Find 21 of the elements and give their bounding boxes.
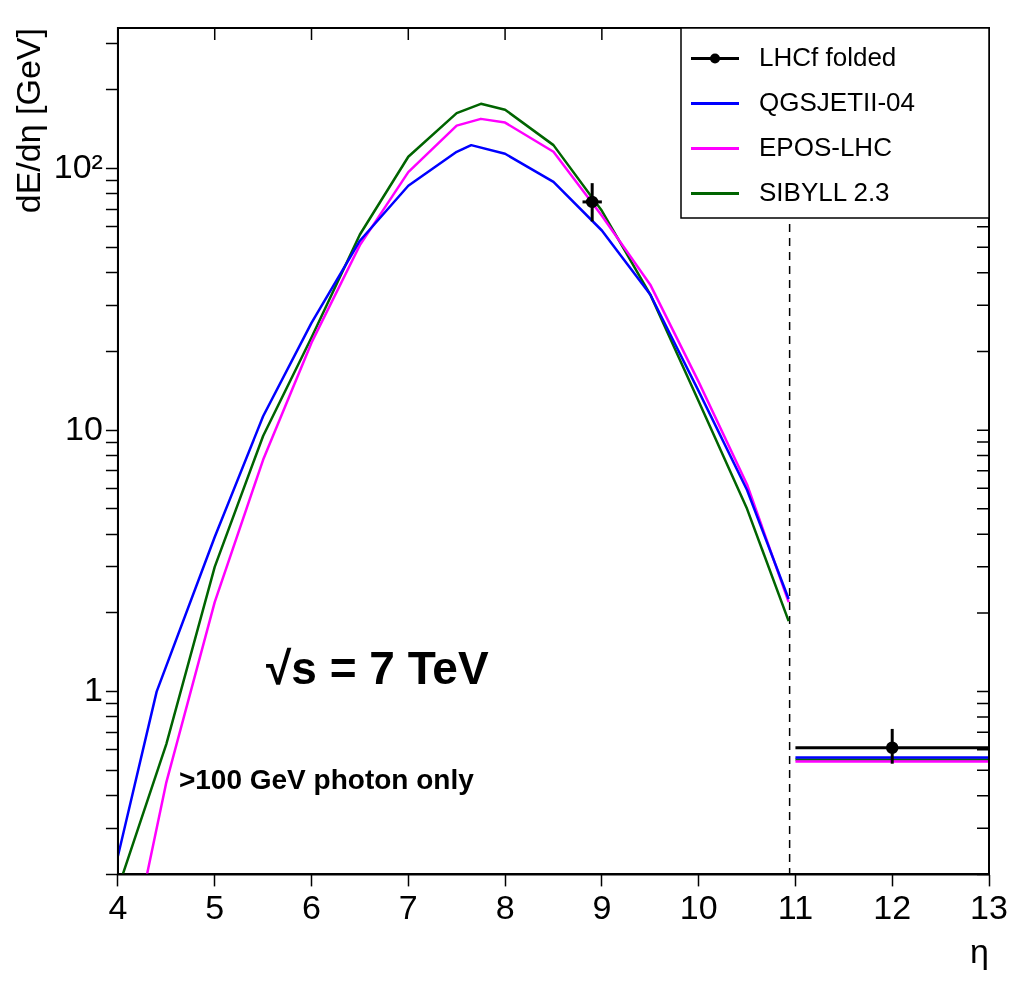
y-axis-title: dE/dη [GeV] — [8, 28, 47, 214]
legend-label: LHCf folded — [759, 41, 897, 72]
legend-label: QGSJETII-04 — [759, 86, 916, 117]
y-tick-label: 10² — [53, 147, 103, 186]
x-tick-label: 8 — [495, 888, 515, 927]
legend-label: EPOS-LHC — [759, 131, 892, 162]
x-tick-label: 5 — [205, 888, 225, 927]
x-tick-label: 13 — [970, 888, 1008, 927]
annotation: √s = 7 TeV — [266, 641, 489, 694]
y-tick-label: 10 — [65, 408, 103, 447]
x-tick-label: 6 — [302, 888, 321, 927]
x-tick-label: 12 — [873, 888, 912, 927]
x-tick-label: 9 — [592, 888, 612, 927]
x-tick-label: 7 — [398, 888, 418, 927]
y-tick-label: 1 — [84, 670, 103, 708]
x-tick-label: 10 — [679, 888, 718, 927]
legend-label: SIBYLL 2.3 — [759, 176, 890, 207]
x-axis-title: η — [970, 931, 989, 970]
x-tick-label: 11 — [777, 888, 814, 927]
x-tick-label: 4 — [108, 888, 128, 927]
annotation: >100 GeV photon only — [178, 764, 475, 796]
